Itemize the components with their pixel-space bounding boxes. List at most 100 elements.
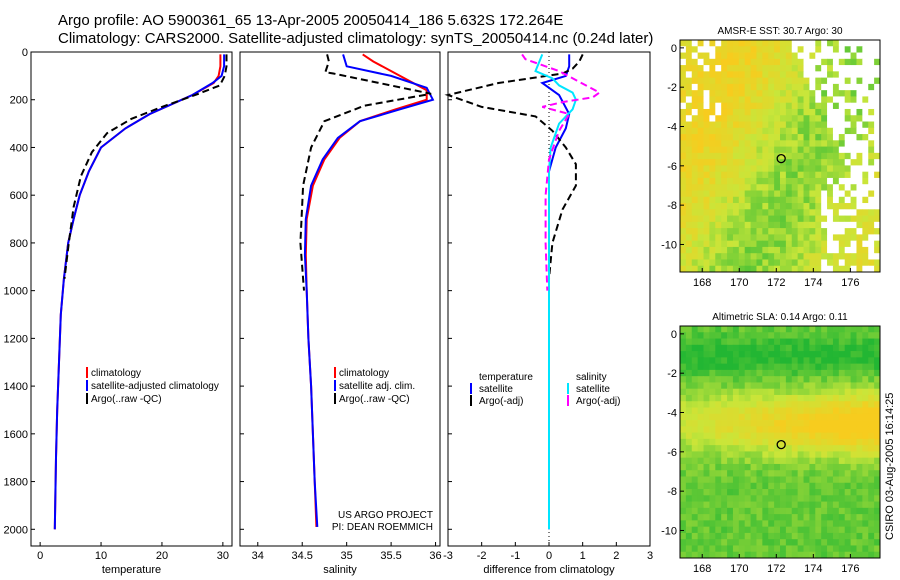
sla-map-cell: [738, 501, 746, 509]
sla-map-cell: [827, 476, 834, 484]
sla-map-cell: [856, 357, 863, 365]
sst-map-cell: [727, 115, 734, 122]
sst-map-cell: [709, 165, 716, 173]
sst-map-cell: [732, 184, 740, 191]
sst-map-cell: [868, 221, 875, 229]
sst-map-cell: [774, 196, 781, 204]
sla-map-cell: [709, 332, 716, 339]
sla-map-cell: [844, 357, 851, 365]
sst-map-cell: [732, 240, 740, 248]
sla-map-cell: [709, 420, 716, 427]
sla-map-cell: [803, 463, 810, 471]
sst-map-cell: [785, 127, 793, 135]
sst-map-cell: [832, 253, 840, 260]
sst-map-cell: [721, 209, 728, 216]
sla-map-cell: [844, 495, 851, 502]
sst-map-cell: [862, 58, 869, 66]
sst-map-cell: [832, 83, 840, 91]
sst-map-cell: [750, 108, 757, 116]
sla-map-cell: [715, 357, 722, 365]
sst-map-cell: [691, 127, 699, 135]
sla-map-cell: [721, 463, 728, 471]
sst-map-cell: [691, 196, 699, 204]
sla-map-cell: [756, 382, 763, 390]
sst-map-cell: [815, 215, 822, 223]
sla-map-cell: [732, 376, 740, 383]
sla-map-cell: [697, 388, 704, 396]
sst-map-cell: [844, 71, 851, 79]
sst-map-cell: [844, 215, 851, 223]
sla-map-cell: [774, 482, 781, 490]
sst-map-cell: [785, 140, 793, 147]
sla-map-cell: [703, 470, 710, 477]
sla-map-cell: [874, 326, 881, 333]
sst-map-cell: [709, 234, 716, 242]
sst-map-cell: [709, 96, 716, 104]
sla-map-cell: [809, 426, 816, 433]
sla-map-cell: [827, 551, 834, 559]
sla-map-cell: [715, 501, 722, 509]
sla-map-cell: [809, 363, 816, 371]
sst-map-cell: [809, 102, 816, 110]
sst-map-cell: [750, 228, 757, 235]
sst-map-cell: [832, 90, 840, 97]
sla-map-cell: [703, 526, 710, 534]
sla-map-cell: [874, 495, 881, 502]
sla-map-cell: [797, 451, 804, 459]
sla-map-cell: [844, 432, 851, 440]
sla-map-cell: [762, 520, 769, 528]
sst-map-cell: [797, 209, 804, 216]
difference-xtick-label: 3: [647, 550, 653, 562]
salinity-series-argo-raw-qc: [299, 54, 432, 291]
sst-map-cell: [803, 171, 810, 179]
sla-map-cell: [815, 351, 822, 358]
sla-map-cell: [715, 545, 722, 553]
sst-map-cell: [862, 102, 869, 110]
sla-map-cell: [680, 338, 687, 346]
sst-map-cell: [697, 134, 704, 141]
sla-map-cell: [803, 470, 810, 477]
sst-map-cell: [862, 253, 869, 260]
sla-map-cell: [727, 482, 734, 490]
sst-map-cell: [827, 65, 834, 72]
sla-map-cell: [815, 482, 822, 490]
sla-map-cell: [738, 451, 746, 459]
sla-map-cell: [856, 326, 863, 333]
sst-map-cell: [727, 102, 734, 110]
sst-map-cell: [768, 83, 775, 91]
sst-map-cell: [715, 215, 722, 223]
sla-map-cell: [856, 451, 863, 459]
sst-map-cell: [838, 265, 846, 273]
depth-tick-label: 800: [10, 238, 28, 250]
sla-map-cell: [856, 551, 863, 559]
sla-map-cell: [732, 369, 740, 377]
sla-map-cell: [809, 432, 816, 440]
sst-map-cell: [827, 108, 834, 116]
sst-map-cell: [685, 46, 693, 53]
sst-map-cell: [821, 58, 828, 66]
sst-map-cell: [709, 121, 716, 129]
sst-map-cell: [827, 228, 834, 235]
sla-map-ytick-label: -6: [667, 447, 677, 459]
sla-map-cell: [732, 413, 740, 421]
sla-map-cell: [803, 451, 810, 459]
sla-map-cell: [815, 344, 822, 352]
sla-map-cell: [821, 426, 828, 433]
sst-map-cell: [803, 121, 810, 129]
sla-map-cell: [703, 363, 710, 371]
sst-map-cell: [727, 203, 734, 210]
sla-map-cell: [721, 407, 728, 415]
sla-map-cell: [727, 463, 734, 471]
sst-map-cell: [680, 71, 687, 79]
sla-map-cell: [780, 420, 787, 427]
sst-map-cell: [732, 102, 740, 110]
difference-series-salinity-argo-adj: [521, 53, 602, 291]
sst-map-cell: [768, 140, 775, 147]
sla-map-cell: [844, 532, 851, 540]
sst-map-cell: [768, 65, 775, 72]
sst-map-cell: [785, 196, 793, 204]
sst-map-cell: [856, 196, 863, 204]
sst-map-cell: [750, 121, 757, 129]
sla-map-cell: [680, 326, 687, 333]
sla-map-cell: [685, 351, 693, 358]
